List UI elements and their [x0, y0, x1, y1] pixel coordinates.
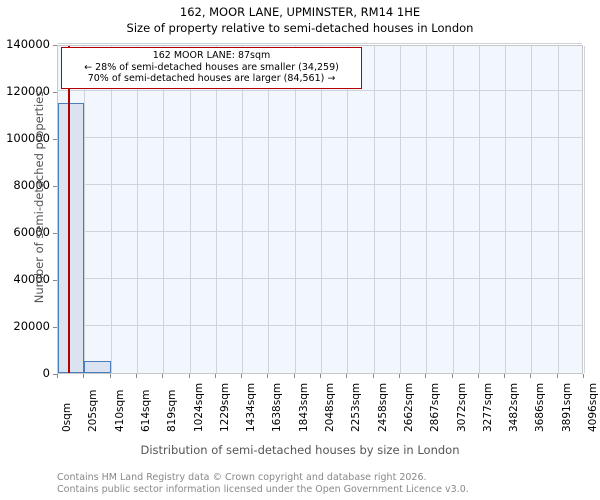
y-axis-tick-label: 0: [42, 366, 50, 380]
x-axis-tick-mark: [583, 374, 584, 378]
gridline-vertical: [531, 46, 533, 373]
gridline-vertical: [242, 46, 244, 373]
x-axis-tick-label: 1638sqm: [271, 382, 284, 432]
x-axis-tick-label: 1843sqm: [297, 382, 310, 432]
histogram-bar: [84, 360, 111, 373]
x-axis-label: Distribution of semi-detached houses by …: [140, 443, 460, 457]
x-axis-tick-mark: [293, 374, 295, 378]
x-axis-tick-label: 3277sqm: [481, 382, 494, 432]
x-axis-tick-mark: [57, 374, 58, 378]
gridline-vertical: [110, 46, 112, 373]
x-axis-tick-label: 4096sqm: [587, 382, 599, 432]
gridline-vertical: [505, 46, 507, 373]
gridline-horizontal: [58, 278, 582, 279]
x-axis-tick-label: 410sqm: [113, 389, 126, 432]
gridline-horizontal: [58, 43, 582, 44]
x-axis-tick-mark: [477, 374, 479, 378]
gridline-vertical: [268, 46, 270, 373]
x-axis-tick-mark: [398, 374, 400, 378]
x-axis-tick-mark: [504, 374, 506, 378]
x-axis-tick-label: 1229sqm: [218, 382, 231, 432]
annotation-property-size: 162 MOOR LANE: 87sqm: [152, 50, 271, 61]
x-axis-tick-mark: [162, 374, 164, 378]
annotation-smaller-stat: ← 28% of semi-detached houses are smalle…: [84, 61, 339, 73]
x-axis-tick-label: 2867sqm: [429, 382, 442, 432]
property-marker-line: [68, 46, 71, 373]
x-axis-tick-mark: [530, 374, 532, 378]
gridline-vertical: [294, 46, 296, 373]
x-axis-tick-label: 819sqm: [166, 389, 179, 432]
page-title: 162, MOOR LANE, UPMINSTER, RM14 1HE: [179, 5, 421, 19]
x-axis-tick-label: 1434sqm: [245, 382, 258, 432]
gridline-vertical: [373, 46, 375, 373]
gridline-horizontal: [58, 325, 582, 326]
x-axis-tick-label: 2253sqm: [350, 382, 363, 432]
page-subtitle: Size of property relative to semi-detach…: [126, 21, 474, 35]
x-axis-tick-mark: [425, 374, 427, 378]
plot-area: [57, 43, 585, 374]
x-axis-tick-mark: [556, 374, 558, 378]
gridline-vertical: [452, 46, 454, 373]
gridline-vertical: [399, 46, 401, 373]
x-axis-tick-label: 3686sqm: [534, 382, 547, 432]
x-axis-tick-label: 1024sqm: [192, 382, 205, 432]
chart-title-block: 162, MOOR LANE, UPMINSTER, RM14 1HE Size…: [0, 4, 600, 37]
gridline-horizontal: [58, 137, 582, 138]
gridline-vertical: [136, 46, 138, 373]
gridline-vertical: [557, 46, 559, 373]
x-axis-tick-label: 2048sqm: [324, 382, 336, 432]
annotation-larger-stat: 70% of semi-detached houses are larger (…: [87, 73, 336, 84]
property-annotation-box: 162 MOOR LANE: 87sqm ← 28% of semi-detac…: [61, 47, 362, 89]
gridline-vertical: [347, 46, 349, 373]
gridline-vertical: [215, 46, 217, 373]
x-axis-tick-mark: [241, 374, 243, 378]
y-axis-label: Number of semi-detached properties: [32, 90, 46, 304]
x-axis-tick-mark: [451, 374, 453, 378]
x-axis-tick-label: 614sqm: [139, 389, 152, 432]
x-axis-tick-mark: [320, 374, 321, 378]
gridline-horizontal: [58, 184, 582, 185]
x-axis-tick-label: 3891sqm: [560, 382, 573, 432]
gridline-vertical: [321, 46, 322, 373]
gridline-vertical: [189, 46, 191, 373]
x-axis-tick-mark: [346, 374, 348, 378]
footer-line-2: Contains public sector information licen…: [57, 483, 469, 495]
x-axis-tick-mark: [135, 374, 137, 378]
x-axis-tick-label: 3482sqm: [508, 382, 521, 432]
x-axis-tick-mark: [372, 374, 374, 378]
x-axis-tick-mark: [267, 374, 269, 378]
x-axis-tick-mark: [214, 374, 216, 378]
x-axis-tick-label: 0sqm: [61, 402, 73, 432]
gridline-vertical: [478, 46, 480, 373]
x-axis-tick-mark: [83, 374, 85, 378]
x-axis-tick-label: 3072sqm: [455, 382, 468, 432]
x-axis-tick-mark: [188, 374, 190, 378]
x-axis-tick-mark: [109, 374, 111, 378]
x-axis-tick-label: 205sqm: [87, 389, 100, 432]
gridline-vertical: [426, 46, 428, 373]
histogram-bar: [58, 102, 85, 373]
footer-attribution: Contains HM Land Registry data © Crown c…: [57, 472, 597, 495]
x-axis-tick-label: 2458sqm: [376, 382, 389, 432]
gridline-horizontal: [58, 90, 582, 91]
gridline-vertical: [84, 46, 86, 373]
footer-line-1: Contains HM Land Registry data © Crown c…: [57, 472, 427, 483]
x-axis-tick-label: 2662sqm: [402, 382, 415, 432]
gridline-vertical: [584, 46, 585, 373]
gridline-horizontal: [58, 231, 582, 232]
gridline-vertical: [163, 46, 165, 373]
